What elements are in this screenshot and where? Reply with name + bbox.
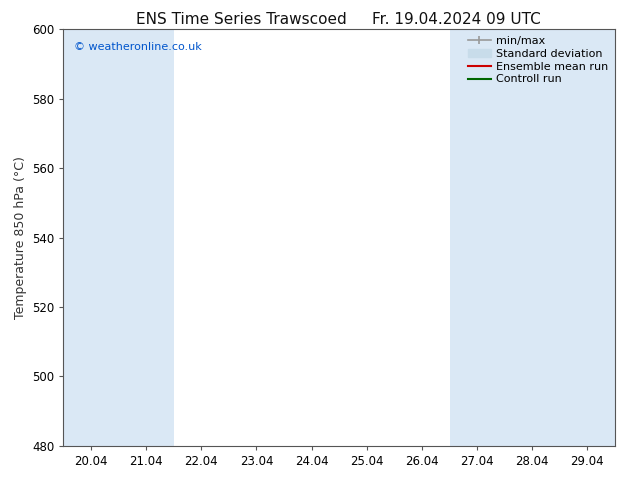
- Bar: [119, 29, 174, 446]
- Bar: [63, 29, 119, 446]
- Text: © weatheronline.co.uk: © weatheronline.co.uk: [74, 42, 202, 52]
- Text: ENS Time Series Trawscoed: ENS Time Series Trawscoed: [136, 12, 346, 27]
- Text: Fr. 19.04.2024 09 UTC: Fr. 19.04.2024 09 UTC: [372, 12, 541, 27]
- Y-axis label: Temperature 850 hPa (°C): Temperature 850 hPa (°C): [13, 156, 27, 319]
- Bar: [450, 29, 505, 446]
- Legend: min/max, Standard deviation, Ensemble mean run, Controll run: min/max, Standard deviation, Ensemble me…: [465, 33, 612, 88]
- Bar: [560, 29, 615, 446]
- Bar: [505, 29, 560, 446]
